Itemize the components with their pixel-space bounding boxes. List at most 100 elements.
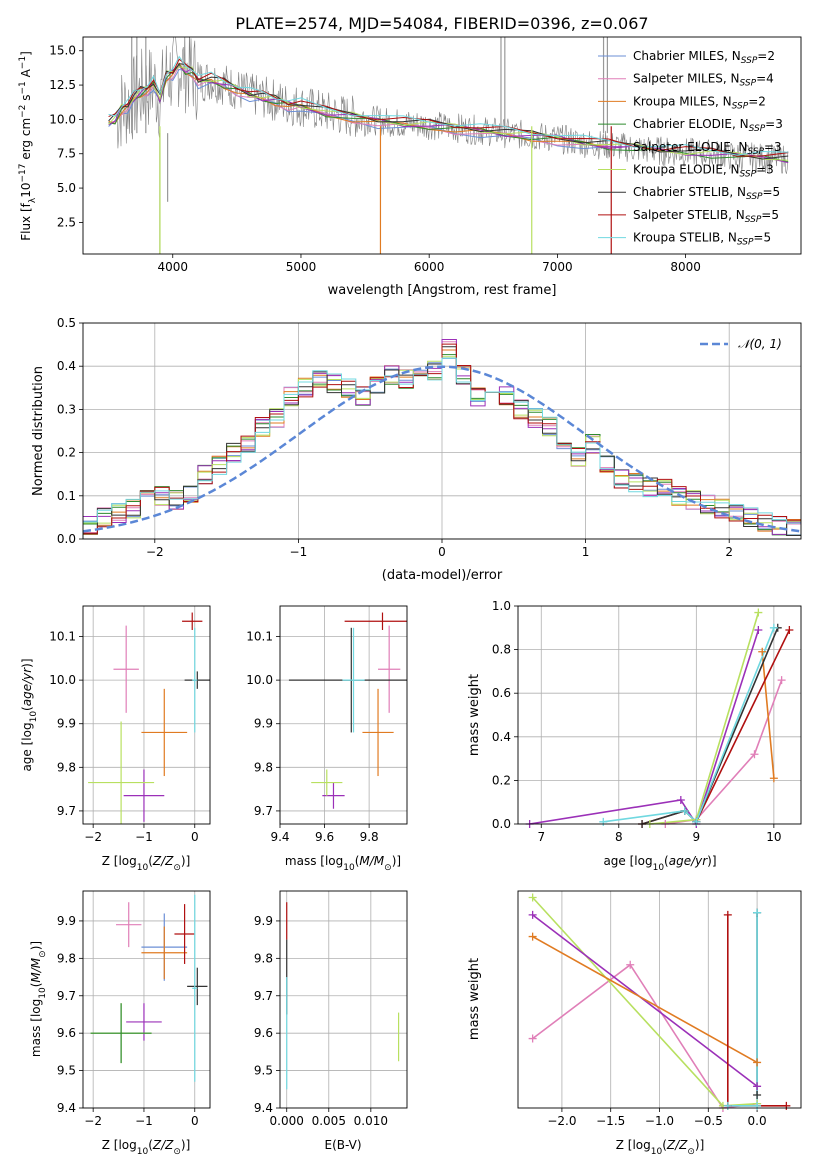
x-tick-label: 1 xyxy=(582,545,590,559)
spectrum-ylabel: Flux [fλ10−17 erg cm−2 s−1 A−1] xyxy=(18,51,38,241)
weight-line-salpeter_miles xyxy=(532,963,758,1108)
y-tick-label: 0.3 xyxy=(57,402,76,416)
weight_vs_z-xlabel: Z [log10(Z/Z⊙)] xyxy=(616,1138,705,1157)
y-tick-label: 10.0 xyxy=(246,673,273,687)
y-tick-label: 0.6 xyxy=(492,686,511,700)
y-tick-label: 9.4 xyxy=(57,1101,76,1115)
weight-marker-kroupa_stelib xyxy=(723,1101,732,1110)
x-tick-label: −1 xyxy=(135,1114,153,1128)
y-tick-label: 15.0 xyxy=(49,44,76,58)
legend-label-salpeter_miles: Salpeter MILES, NSSP=4 xyxy=(633,72,774,89)
x-tick-label: 6000 xyxy=(414,260,445,274)
y-tick-label: 0.2 xyxy=(57,446,76,460)
weight-marker-salpeter_elodie xyxy=(676,796,685,805)
weight_vs_z-ylabel: mass weight xyxy=(467,958,482,1040)
y-tick-label: 0.1 xyxy=(57,489,76,503)
panel-age_vs_z: −2 −1 0 9.7 9.8 9.9 10.0 10.1 xyxy=(49,605,211,844)
x-tick-label: −0.5 xyxy=(694,1114,723,1128)
axes-frame xyxy=(279,605,408,825)
x-tick-label: −2 xyxy=(84,830,102,844)
legend-label-salpeter_elodie: Salpeter ELODIE, NSSP=3 xyxy=(633,140,782,157)
weight-marker-kroupa_miles xyxy=(528,932,537,941)
y-tick-label: 10.0 xyxy=(49,673,76,687)
model-line-kroupa_stelib xyxy=(108,55,789,156)
legend-label-kroupa_miles: Kroupa MILES, NSSP=2 xyxy=(633,94,766,111)
x-tick-label: 9.4 xyxy=(270,830,289,844)
weight-marker-salpeter_miles xyxy=(750,750,759,759)
y-tick-label: 0.0 xyxy=(57,532,76,546)
age_vs_z-ylabel: age [log10(age/yr)] xyxy=(20,658,39,771)
y-tick-label: 9.8 xyxy=(254,760,273,774)
x-tick-label: −1.0 xyxy=(645,1114,674,1128)
weight-marker-salpeter_stelib xyxy=(723,910,732,919)
x-tick-label: 7000 xyxy=(542,260,573,274)
x-tick-label: −1 xyxy=(135,830,153,844)
weight-line-kroupa_stelib xyxy=(727,912,758,1107)
y-tick-label: 9.8 xyxy=(254,951,273,965)
axes-frame xyxy=(517,890,802,1109)
y-tick-label: 9.7 xyxy=(57,804,76,818)
x-tick-label: 5000 xyxy=(286,260,317,274)
weight-marker-salpeter_elodie xyxy=(528,910,537,919)
y-tick-label: 9.9 xyxy=(57,717,76,731)
weight-marker-kroupa_stelib xyxy=(753,908,762,917)
plot-area xyxy=(518,606,801,824)
y-tick-label: 9.6 xyxy=(57,1026,76,1040)
legend-label-chabrier_stelib: Chabrier STELIB, NSSP=5 xyxy=(633,185,780,202)
plot-area xyxy=(83,323,801,539)
y-tick-label: 9.9 xyxy=(57,914,76,928)
x-tick-label: 4000 xyxy=(157,260,188,274)
gaussian-curve xyxy=(83,365,801,533)
weight-line-salpeter_elodie xyxy=(529,629,760,824)
x-tick-label: 9 xyxy=(693,830,701,844)
weight-marker-kroupa_stelib xyxy=(753,1101,762,1110)
axes-frame xyxy=(82,36,802,255)
plot-area xyxy=(83,606,210,824)
panel-age_vs_mass: 9.4 9.6 9.8 9.7 9.8 9.9 10.0 10.1 xyxy=(246,605,408,844)
residuals-ylabel: Normed distribution xyxy=(31,366,46,496)
panel-residuals: −2 −1 0 1 2 0.0 0.1 0.2 0.3 0.4 0.5 xyxy=(57,316,802,559)
legend-label-chabrier_miles: Chabrier MILES, NSSP=2 xyxy=(633,49,775,66)
y-tick-label: 9.5 xyxy=(254,1064,273,1078)
x-tick-label: 0.0 xyxy=(748,1114,767,1128)
x-tick-label: 0.010 xyxy=(354,1114,388,1128)
weight-line-kroupa_miles xyxy=(532,935,758,1064)
plot-area xyxy=(532,891,787,1108)
x-tick-label: 8 xyxy=(615,830,623,844)
weight-line-kroupa_stelib xyxy=(603,627,775,824)
weight-line-kroupa_miles xyxy=(761,651,775,779)
weight-marker-kroupa_elodie xyxy=(754,608,763,617)
y-tick-label: 5.0 xyxy=(57,181,76,195)
weight-marker-chabrier_stelib xyxy=(753,1090,762,1099)
y-tick-label: 7.5 xyxy=(57,147,76,161)
x-tick-label: 9.6 xyxy=(315,830,334,844)
weight-line-salpeter_elodie xyxy=(532,914,758,1087)
y-tick-label: 10.0 xyxy=(49,112,76,126)
y-tick-label: 9.7 xyxy=(254,989,273,1003)
weight-marker-kroupa_stelib xyxy=(769,623,778,632)
axes-frame xyxy=(82,605,211,825)
legend-label-salpeter_stelib: Salpeter STELIB, NSSP=5 xyxy=(633,208,779,225)
y-tick-label: 0.0 xyxy=(492,817,511,831)
weight-marker-salpeter_miles xyxy=(626,960,635,969)
y-tick-label: 9.7 xyxy=(57,989,76,1003)
x-tick-label: −2 xyxy=(84,1114,102,1128)
x-tick-label: 0 xyxy=(191,830,199,844)
panel-weight_vs_z: −2.0 −1.5 −1.0 −0.5 0.0 xyxy=(517,890,802,1128)
weight-marker-kroupa_stelib xyxy=(680,806,689,815)
x-tick-label: 9.8 xyxy=(360,830,379,844)
age_vs_z-xlabel: Z [log10(Z/Z⊙)] xyxy=(102,854,191,873)
legend-label-chabrier_elodie: Chabrier ELODIE, NSSP=3 xyxy=(633,117,783,134)
y-tick-label: 0.4 xyxy=(492,730,511,744)
spectrum-xlabel: wavelength [Angstrom, rest frame] xyxy=(328,283,557,298)
model-line-salpeter_miles xyxy=(108,64,609,147)
model-line-salpeter_stelib xyxy=(108,58,789,157)
y-tick-label: 10.1 xyxy=(49,630,76,644)
weight-marker-salpeter_elodie xyxy=(753,1082,762,1091)
weight_vs_age-ylabel: mass weight xyxy=(467,674,482,756)
legend-gauss-label: 𝒩(0, 1) xyxy=(738,337,782,351)
x-tick-label: 0.000 xyxy=(270,1114,304,1128)
weight-marker-kroupa_miles xyxy=(758,647,767,656)
plot-area xyxy=(280,606,407,824)
